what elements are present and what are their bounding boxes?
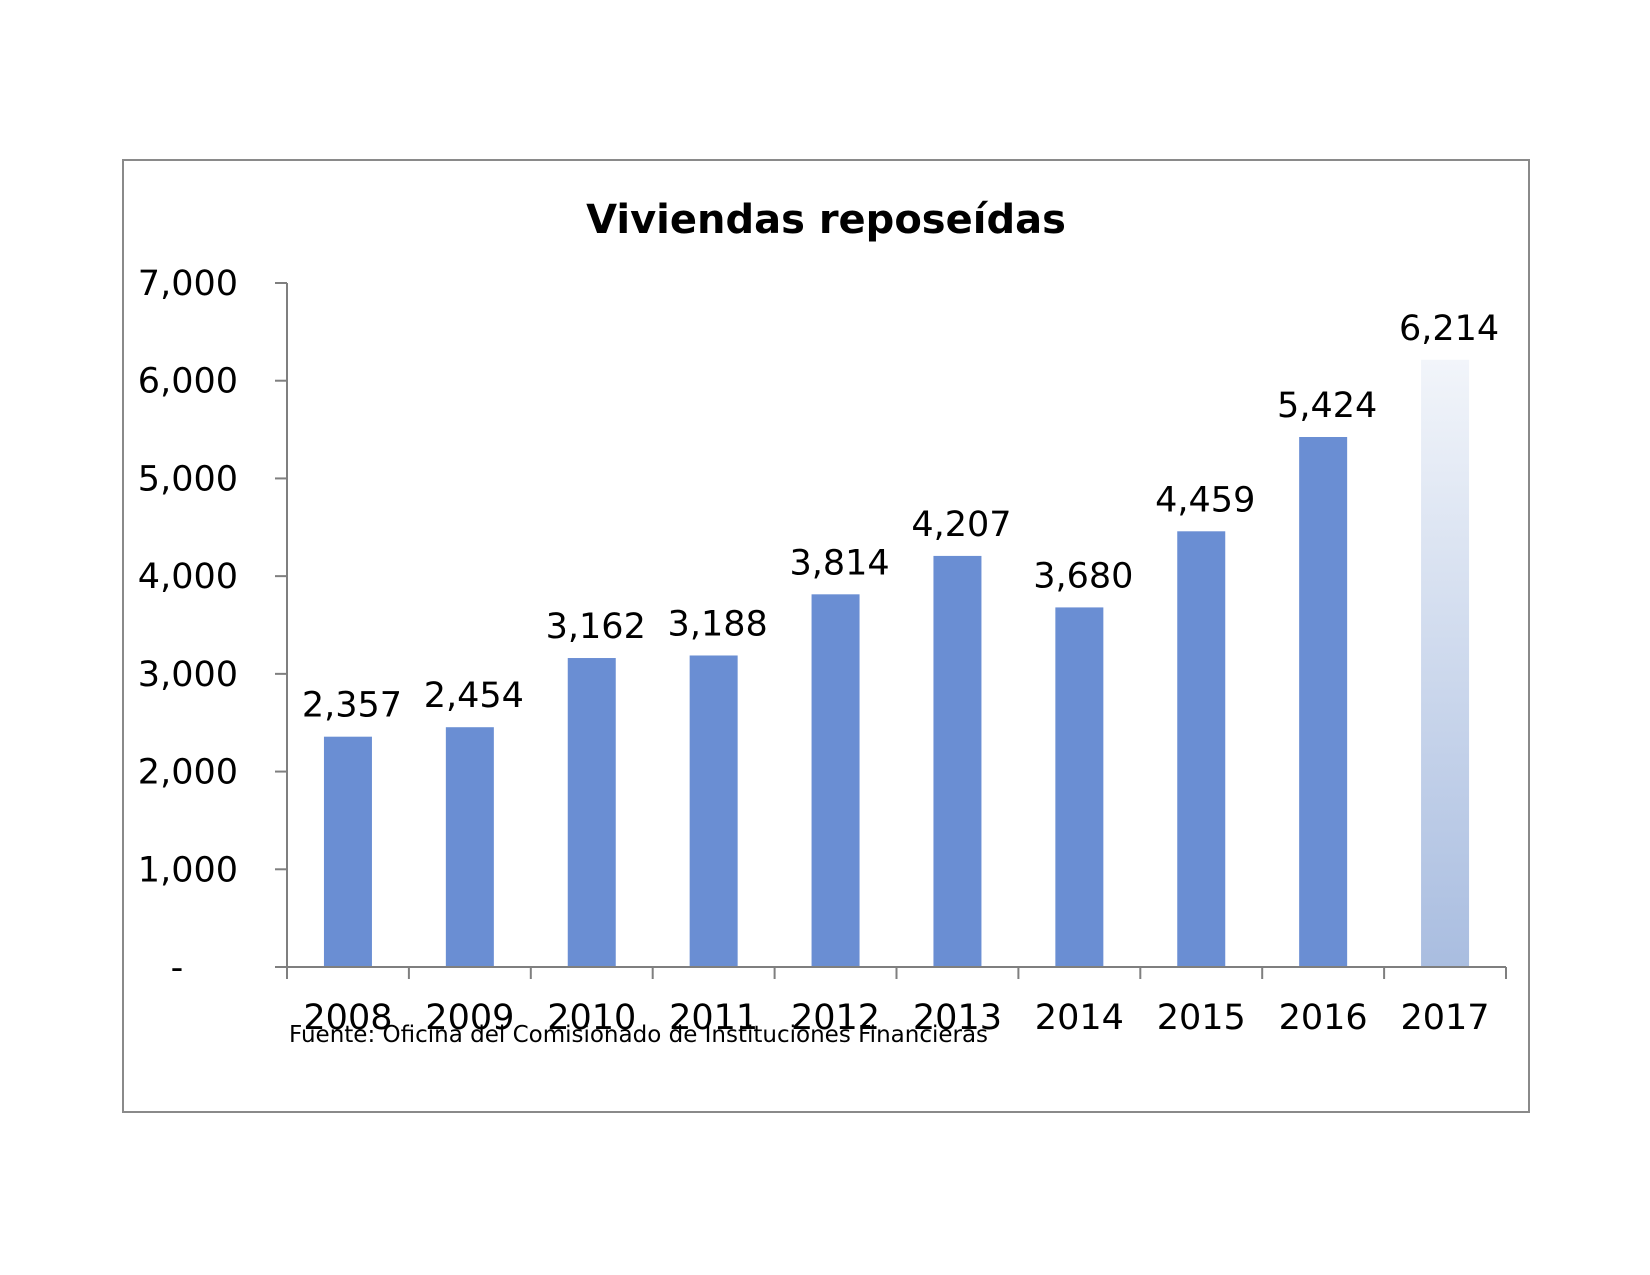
y-tick-label: 3,000 [138,655,238,695]
data-label-2017: 6,214 [1399,309,1499,349]
data-label-2012: 3,814 [789,543,889,583]
data-label-2013: 4,207 [911,505,1011,545]
x-tick-label-2017: 2017 [1401,998,1490,1038]
x-tick-label-2010: 2010 [547,998,636,1038]
source-note: Fuente: Oficina del Comisionado de Insti… [289,1022,988,1048]
y-tick-label: 5,000 [138,459,238,499]
data-label-2010: 3,162 [546,607,646,647]
data-label-2014: 3,680 [1033,556,1133,596]
bar-2013 [933,555,982,967]
bar-2016 [1299,436,1348,968]
x-tick-label-2013: 2013 [913,998,1002,1038]
bar-chart: Viviendas reposeídas 2,357 2,454 3,162 3,18… [138,197,1507,1048]
data-label-2015: 4,459 [1155,480,1255,520]
bar-2012 [811,594,860,967]
y-tick-label: 7,000 [138,264,238,304]
x-axis: 2008 2009 2010 2011 2012 2013 2014 2015 2016 2017 [275,966,1507,1038]
bar-2017 [1421,359,1470,967]
chart-frame: Viviendas reposeídas 2,357 2,454 3,162 3,18… [122,159,1530,1113]
bar-2010 [567,658,616,967]
bar-2011 [689,655,738,967]
data-label-2008: 2,357 [302,686,402,726]
y-tick-label: - [171,948,184,988]
y-axis: - 1,000 2,000 3,000 4,000 5,000 6,000 7,000 [138,264,288,988]
x-tick-label-2008: 2008 [303,998,392,1038]
x-tick-label-2014: 2014 [1035,998,1124,1038]
y-tick-label: 1,000 [138,850,238,890]
x-tick-label-2009: 2009 [425,998,514,1038]
x-tick-label-2012: 2012 [791,998,880,1038]
data-labels-group: 2,357 2,454 3,162 3,188 3,814 4,207 3,680 4,459… [302,309,1499,726]
y-tick-label: 6,000 [138,362,238,402]
bars-group [323,359,1470,968]
bar-2009 [445,727,494,967]
bar-2014 [1055,607,1104,967]
y-tick-label: 4,000 [138,557,238,597]
x-tick-label-2011: 2011 [669,998,758,1038]
data-label-2011: 3,188 [668,604,768,644]
chart-title: Viviendas reposeídas [586,197,1066,243]
bar-2015 [1177,531,1226,967]
bar-2008 [323,736,372,967]
x-tick-label-2016: 2016 [1279,998,1368,1038]
data-label-2016: 5,424 [1277,386,1377,426]
x-tick-label-2015: 2015 [1157,998,1246,1038]
y-tick-label: 2,000 [138,753,238,793]
data-label-2009: 2,454 [424,676,524,716]
